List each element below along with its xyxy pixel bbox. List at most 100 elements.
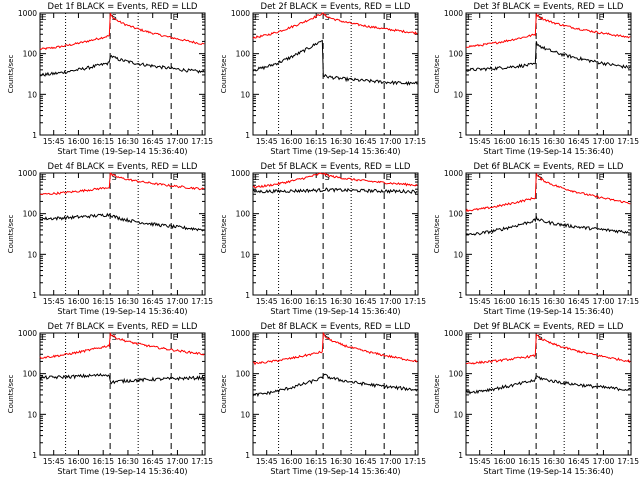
x-tick-label: 16:30 [330,297,352,306]
flag-letter: S [112,333,117,342]
flag-letter: E [254,173,259,182]
x-tick-label: 16:30 [543,137,565,146]
x-tick-label: 15:45 [43,297,65,306]
y-axis-label: Counts/sec [433,375,441,414]
x-tick-label: 16:15 [518,137,540,146]
flag-letter: S [325,333,330,342]
x-tick-label: 16:30 [117,137,139,146]
panel-title: Det 8f BLACK = Events, RED = LLD [261,322,411,332]
black-series-line [465,41,631,72]
x-tick-label: 15:45 [43,457,65,466]
plot-frame [39,12,206,136]
y-tick-label: 10 [240,250,250,259]
x-axis-label: Start Time (19-Sep-14 15:36:40) [483,307,613,316]
plot-frame [252,12,419,136]
x-tick-label: 16:00 [281,137,303,146]
panel-title: Det 7f BLACK = Events, RED = LLD [48,322,198,332]
flag-letter: E [173,173,178,182]
black-series-line [39,372,205,385]
detector-panel-8: Det 8f BLACK = Events, RED = LLD 1 10 100 10… [220,322,426,476]
panel-title: Det 3f BLACK = Events, RED = LLD [474,2,624,12]
red-series-line [40,172,205,196]
panel-title: Det 4f BLACK = Events, RED = LLD [48,162,198,172]
x-tick-label: 17:15 [191,137,213,146]
red-series-line [465,333,631,365]
x-axis-label: Start Time (19-Sep-14 15:36:40) [483,467,613,476]
y-tick-label: 1000 [231,169,250,178]
x-tick-label: 17:00 [593,457,615,466]
detector-panel-2: Det 2f BLACK = Events, RED = LLD 1 10 100 10… [220,2,426,156]
x-axis-label: Start Time (19-Sep-14 15:36:40) [57,147,187,156]
x-tick-label: 16:15 [92,137,114,146]
x-tick-label: 16:15 [92,457,114,466]
plot-frame [465,12,632,136]
y-axis-label: Counts/sec [7,215,15,254]
y-tick-label: 1 [245,451,250,460]
red-series-line [465,13,631,48]
x-tick-label: 16:45 [355,137,377,146]
x-tick-label: 16:15 [92,297,114,306]
x-tick-label: 17:00 [593,297,615,306]
y-tick-label: 1000 [444,169,463,178]
plot-frame [39,332,206,456]
panel-title: Det 6f BLACK = Events, RED = LLD [474,162,624,172]
y-axis-label: Counts/sec [7,55,15,94]
y-tick-label: 1000 [18,329,37,338]
flag-letter: E [173,13,178,22]
x-tick-label: 16:45 [142,457,164,466]
flag-letter: E [467,13,472,22]
flag-letter: E [467,173,472,182]
detector-panel-9: Det 9f BLACK = Events, RED = LLD 1 10 100 10… [433,322,639,476]
x-tick-label: 16:00 [281,297,303,306]
flag-letter: E [41,173,46,182]
y-tick-label: 10 [27,250,37,259]
y-tick-label: 1 [32,291,37,300]
y-tick-label: 100 [236,210,251,219]
detector-panel-5: Det 5f BLACK = Events, RED = LLD 1 10 100 10… [220,162,426,316]
y-tick-label: 100 [449,370,464,379]
detector-panel-4: Det 4f BLACK = Events, RED = LLD 1 10 100 10… [7,162,213,316]
x-axis-label: Start Time (19-Sep-14 15:36:40) [483,147,613,156]
x-axis-label: Start Time (19-Sep-14 15:36:40) [270,147,400,156]
plot-frame [465,332,632,456]
x-tick-label: 17:15 [617,457,639,466]
x-tick-label: 17:00 [167,137,189,146]
panel-title: Det 2f BLACK = Events, RED = LLD [261,2,411,12]
x-tick-label: 16:45 [568,137,590,146]
y-tick-label: 10 [453,250,463,259]
x-tick-label: 17:15 [404,137,426,146]
x-tick-label: 16:45 [355,457,377,466]
y-axis-label: Counts/sec [433,215,441,254]
x-tick-label: 17:15 [617,137,639,146]
x-tick-label: 16:45 [142,297,164,306]
y-tick-label: 1 [458,131,463,140]
black-series-line [465,375,631,395]
flag-letter: E [173,333,178,342]
x-tick-label: 16:15 [305,297,327,306]
x-tick-label: 16:30 [330,137,352,146]
y-tick-label: 1000 [444,9,463,18]
flag-letter: S [538,333,543,342]
red-series-line [252,172,418,189]
red-series-line [39,13,205,51]
flag-letter: E [386,13,391,22]
y-tick-label: 10 [453,90,463,99]
y-tick-label: 100 [449,210,464,219]
flag-letter: E [41,13,46,22]
flag-letter: E [41,333,46,342]
flag-letter: E [599,13,604,22]
y-tick-label: 1 [245,291,250,300]
y-tick-label: 1000 [444,329,463,338]
y-tick-label: 100 [23,370,38,379]
black-series-line [252,39,418,87]
flag-letter: E [386,173,391,182]
y-tick-label: 100 [449,50,464,59]
y-tick-label: 10 [27,410,37,419]
black-series-line [252,187,418,195]
y-tick-label: 1 [458,451,463,460]
red-series-line [252,12,418,39]
x-tick-label: 16:00 [494,137,516,146]
x-axis-label: Start Time (19-Sep-14 15:36:40) [57,307,187,316]
x-tick-label: 17:15 [191,457,213,466]
